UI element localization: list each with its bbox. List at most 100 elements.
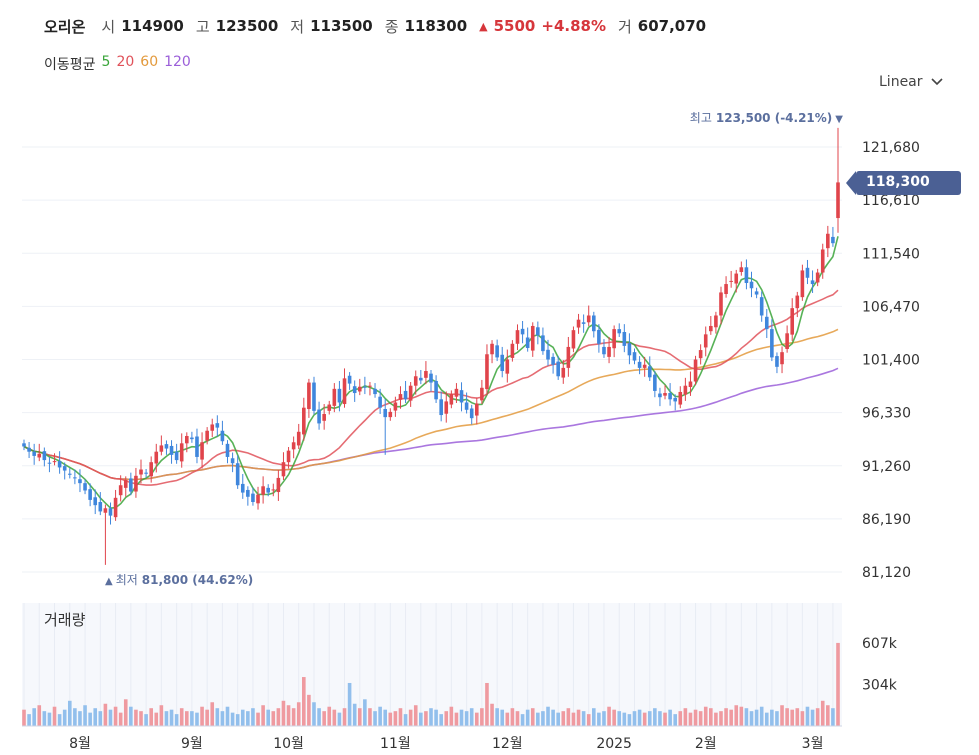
candle-body	[296, 431, 301, 446]
time-tick-label: 2월	[695, 736, 717, 752]
candle-body	[276, 477, 281, 493]
candle-body	[632, 352, 637, 361]
candle-body	[693, 359, 698, 382]
volume-bar	[719, 711, 723, 726]
volume-label: 거	[617, 17, 632, 36]
candle-body	[317, 409, 321, 424]
volume-bar	[240, 709, 245, 726]
candle-body	[836, 182, 840, 219]
volume-bar	[439, 714, 443, 726]
candle-body	[831, 236, 835, 244]
candle-body	[73, 477, 77, 479]
volume-bar	[729, 709, 733, 726]
candle-body	[88, 489, 92, 500]
candle-body	[724, 284, 728, 295]
quote-header: 오리온 시 114900 고 123500 저 113500 종 118300 …	[44, 14, 712, 38]
volume-bar	[561, 711, 566, 726]
low-annotation: ▲ 최저 81,800 (44.62%)	[105, 573, 253, 587]
candle-body	[42, 451, 47, 461]
candle-body	[510, 343, 515, 358]
candle-body	[251, 493, 255, 503]
volume-bar	[190, 711, 194, 726]
volume-bar	[653, 708, 657, 726]
candle-body	[647, 366, 652, 378]
volume-bar	[714, 712, 718, 726]
volume-bar	[647, 711, 652, 726]
volume-bar	[658, 711, 662, 726]
volume-bar	[780, 705, 784, 726]
volume-bar	[393, 711, 398, 726]
time-tick-label: 2025	[596, 736, 632, 752]
candle-body	[240, 483, 245, 493]
candle-body	[27, 447, 31, 452]
candle-body	[235, 463, 240, 486]
candle-body	[581, 322, 586, 324]
candle-body	[826, 233, 830, 249]
candle-body	[642, 364, 647, 368]
volume-bar	[108, 709, 113, 726]
volume-bar	[429, 708, 433, 726]
candle-body	[754, 291, 759, 295]
volume-bar	[235, 714, 240, 726]
volume-bar	[42, 711, 47, 726]
candle-body	[363, 386, 367, 388]
candle-body	[378, 396, 382, 408]
candle-body	[734, 273, 739, 284]
candle-body	[703, 334, 708, 348]
volume-bar	[388, 712, 393, 726]
high-label: 고	[195, 17, 210, 36]
volume-bar	[302, 677, 306, 726]
volume-bar	[480, 708, 484, 726]
volume-bar	[154, 712, 159, 726]
candle-body	[408, 385, 413, 401]
volume-bar	[296, 702, 301, 726]
candle-body	[770, 329, 774, 358]
candle-body	[123, 480, 128, 488]
open-label: 시	[101, 17, 116, 36]
volume-bar	[688, 712, 693, 726]
candle-body	[108, 508, 113, 516]
volume-tick-label: 304k	[862, 677, 898, 693]
candle-body	[739, 267, 744, 273]
candle-body	[546, 349, 550, 360]
volume-bar	[678, 711, 683, 726]
volume-bar	[179, 708, 184, 726]
volume-value: 607,070	[637, 17, 707, 35]
scale-selector[interactable]: Linear	[879, 74, 943, 90]
volume-bar	[826, 705, 830, 726]
candle-body	[744, 267, 749, 284]
candle-body	[169, 445, 174, 455]
candle-body	[815, 272, 820, 283]
candle-body	[154, 451, 159, 464]
volume-bar	[378, 706, 382, 726]
candle-body	[454, 388, 459, 397]
chevron-down-icon	[930, 78, 943, 86]
volume-bar	[32, 708, 36, 726]
candle-body	[215, 423, 220, 428]
volume-bar	[485, 682, 489, 726]
candle-body	[658, 393, 662, 398]
volume-bar	[530, 708, 535, 726]
candle-body	[312, 382, 316, 411]
volume-bar	[474, 712, 479, 726]
candle-body	[190, 437, 194, 440]
candle-body	[780, 352, 784, 365]
moving-average-legend: 이동평균 5 20 60 120	[44, 54, 191, 74]
volume-bar	[47, 712, 52, 726]
volume-bar	[495, 708, 499, 726]
candle-body	[144, 472, 148, 474]
candle-body	[373, 388, 377, 395]
candle-body	[515, 330, 520, 344]
candle-body	[464, 402, 469, 410]
volume-bar	[434, 709, 438, 726]
candle-body	[729, 280, 733, 282]
candle-body	[261, 486, 265, 495]
time-tick-label: 8월	[69, 736, 91, 752]
volume-bar	[357, 708, 362, 726]
volume-bar	[286, 705, 291, 726]
volume-bars	[22, 642, 840, 726]
volume-bar	[347, 682, 352, 726]
candle-body	[419, 377, 423, 381]
volume-bar	[520, 714, 525, 726]
